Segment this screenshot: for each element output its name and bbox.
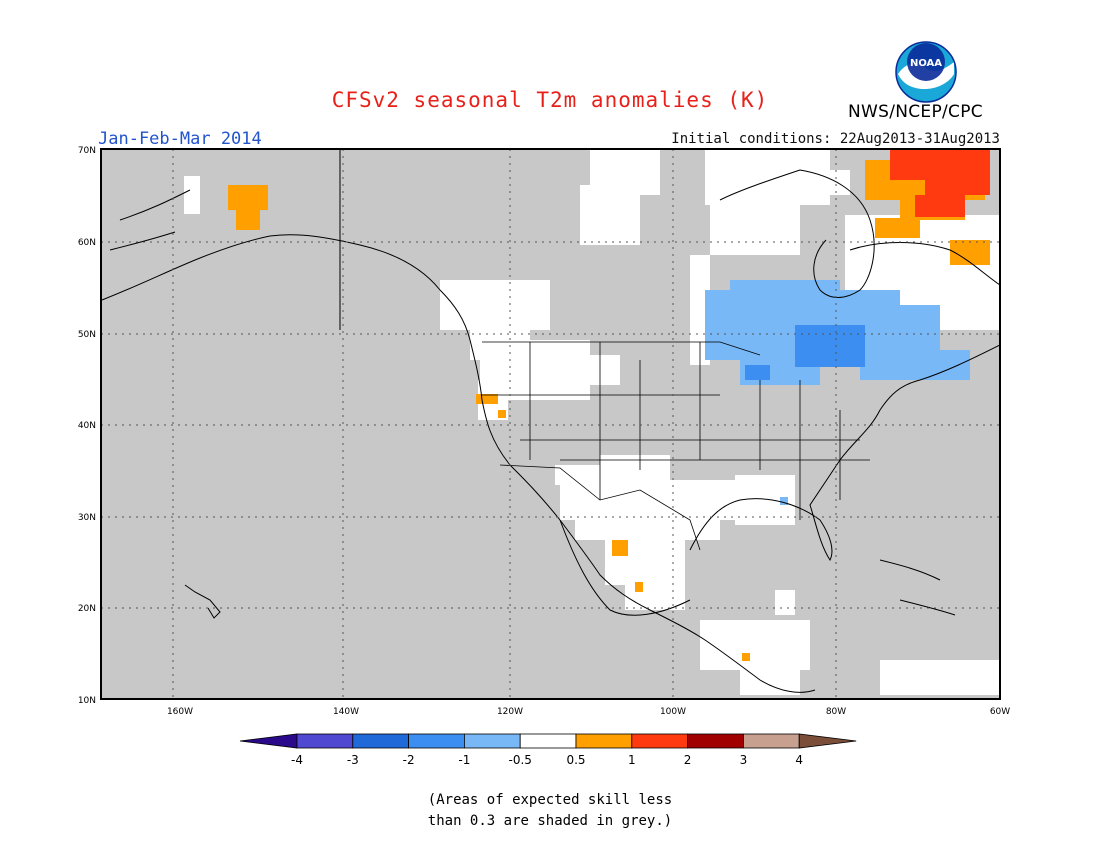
graticule	[101, 149, 1000, 699]
colorbar-tick-label: -2	[403, 753, 415, 767]
skill-note-line: (Areas of expected skill less	[427, 792, 673, 808]
latitude-axis: 70N 60N 50N 40N 30N 20N 10N	[78, 146, 96, 706]
colorbar-box	[296, 733, 354, 749]
colorbar-tick-label: -4	[291, 753, 303, 767]
lat-label: 70N	[78, 146, 96, 156]
skill-note: (Areas of expected skill less than 0.3 a…	[0, 790, 1100, 832]
lat-label: 10N	[78, 696, 96, 706]
lat-label: 30N	[78, 513, 96, 523]
colorbar-tick-label: -3	[347, 753, 359, 767]
lon-label: 100W	[660, 707, 686, 717]
colorbar-box	[408, 733, 465, 749]
noaa-logo-text: NOAA	[910, 58, 942, 69]
colorbar-arrow-high	[798, 733, 857, 749]
colorbar-tick-label: 0.5	[566, 753, 585, 767]
lon-label: 120W	[497, 707, 523, 717]
initial-conditions-label: Initial conditions: 22Aug2013-31Aug2013	[671, 131, 1000, 147]
agency-label: NWS/NCEP/CPC	[848, 102, 983, 122]
colorbar-box	[631, 733, 688, 749]
lon-label: 80W	[826, 707, 846, 717]
colorbar-box	[352, 733, 410, 749]
colorbar-tick-label: 3	[740, 753, 748, 767]
colorbar-box	[519, 733, 577, 749]
below-normal-region	[705, 280, 970, 505]
colorbar-box	[463, 733, 521, 749]
forecast-period-label: Jan-Feb-Mar 2014	[98, 129, 262, 149]
political-borders	[482, 341, 870, 551]
coastlines	[101, 150, 1000, 693]
lon-label: 140W	[333, 707, 359, 717]
colorbar-tick-label: -0.5	[508, 753, 531, 767]
map-frame	[100, 148, 1001, 700]
colorbar-tick-label: -1	[458, 753, 470, 767]
colorbar-tick-label: 2	[684, 753, 692, 767]
lon-label: 60W	[990, 707, 1010, 717]
skill-note-line: than 0.3 are shaded in grey.)	[427, 813, 673, 829]
colorbar-tick-label: 1	[628, 753, 636, 767]
colorbar-tick-label: 4	[795, 753, 803, 767]
chart-title: CFSv2 seasonal T2m anomalies (K)	[331, 88, 769, 112]
lat-label: 20N	[78, 604, 96, 614]
colorbar-box	[687, 733, 744, 749]
lat-label: 40N	[78, 421, 96, 431]
longitude-axis: 160W 140W 120W 100W 80W 60W	[167, 707, 1010, 717]
lat-label: 50N	[78, 330, 96, 340]
colorbar: -4 -3 -2 -1 -0.5 0.5 1 2 3 4	[239, 733, 857, 767]
noaa-logo: NOAA	[895, 41, 957, 103]
anomaly-map: 70N 60N 50N 40N 30N 20N 10N 160W 140W 12…	[78, 146, 1010, 717]
colorbar-box	[743, 733, 800, 749]
lat-label: 60N	[78, 238, 96, 248]
lon-label: 160W	[167, 707, 193, 717]
colorbar-arrow-low	[239, 733, 298, 749]
colorbar-box	[575, 733, 633, 749]
above-normal-regions	[228, 150, 990, 661]
